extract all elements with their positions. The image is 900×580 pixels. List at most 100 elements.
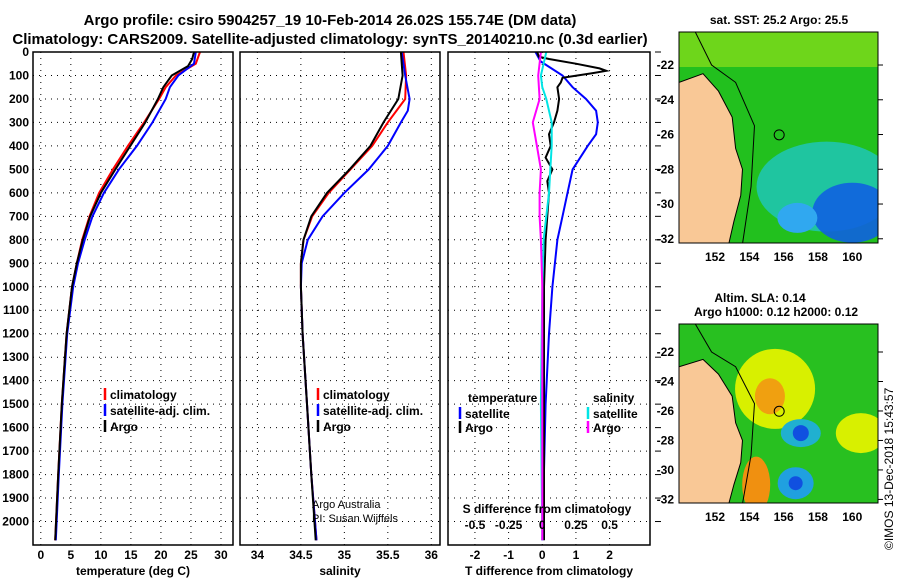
lat-tick-label: -28: [657, 433, 675, 447]
sst-map: -22 -24 -26 -28 -30 -32 152 154 156 158 160: [657, 31, 883, 264]
lon-tick-label: 156: [774, 510, 794, 524]
depth-tick-label: 1500: [2, 397, 29, 411]
depth-tick-label: 300: [9, 115, 29, 129]
lat-tick-label: -28: [657, 162, 675, 176]
series-satellite-adj-clim-: [299, 51, 411, 541]
title-line-2: Climatology: CARS2009. Satellite-adjuste…: [12, 31, 648, 48]
legend-title-temperature: temperature: [468, 391, 538, 405]
series-satellite-adj-clim-: [54, 51, 197, 541]
x-tick-label: 0: [37, 548, 44, 562]
legend-label: Argo: [593, 421, 621, 435]
x-tick-label: -1: [503, 548, 514, 562]
series-argo: [299, 51, 404, 541]
series-argo: [54, 51, 195, 541]
x-tick-label: 35: [338, 548, 352, 562]
depth-tick-label: 100: [9, 68, 29, 82]
argo-position-marker: [773, 405, 785, 417]
s-tick-label: -0.5: [465, 518, 486, 532]
annotation-text: PI: Susan Wijffels: [312, 513, 398, 525]
legend-title-salinity: salinity: [593, 391, 635, 405]
lat-tick-label: -30: [657, 197, 675, 211]
series-s-argo: [531, 51, 544, 541]
legend-label: satellite: [465, 407, 510, 421]
x-tick-label: 25: [184, 548, 198, 562]
sst-map-field: [679, 32, 878, 243]
lon-tick-label: 154: [739, 250, 759, 264]
title-line-1: Argo profile: csiro 5904257_19 10-Feb-20…: [83, 12, 577, 29]
lon-tick-label: 152: [705, 510, 725, 524]
lat-tick-label: -22: [657, 58, 675, 72]
sst-map-title: sat. SST: 25.2 Argo: 25.5: [710, 13, 849, 27]
lon-tick-label: 152: [705, 250, 725, 264]
panel-temperature: 0100200300400500600700800900100011001200…: [2, 45, 234, 578]
land-mass: [679, 73, 743, 243]
lat-tick-label: -30: [657, 463, 675, 477]
depth-tick-label: 1300: [2, 350, 29, 364]
s-tick-label: 0: [539, 518, 546, 532]
x-tick-label: 15: [124, 548, 138, 562]
x-tick-label: 34: [251, 548, 265, 562]
depth-tick-label: 1000: [2, 280, 29, 294]
x-axis-label: temperature (deg C): [76, 564, 190, 578]
lon-tick-label: 158: [808, 510, 828, 524]
lat-tick-label: -32: [657, 492, 675, 506]
legend-label: climatology: [323, 388, 390, 402]
depth-tick-label: 900: [9, 256, 29, 270]
legend-label: Argo: [323, 420, 351, 434]
sla-map-field: [679, 324, 878, 503]
lon-tick-label: 154: [739, 510, 759, 524]
depth-tick-label: 700: [9, 209, 29, 223]
x-tick-label: 1: [573, 548, 580, 562]
plot-frame: [239, 51, 441, 546]
depth-tick-label: 1200: [2, 327, 29, 341]
lat-tick-label: -24: [657, 374, 675, 388]
lon-tick-label: 156: [774, 250, 794, 264]
x-axis-label: salinity: [319, 564, 361, 578]
series-t-satellite: [534, 51, 599, 541]
depth-tick-label: 1800: [2, 468, 29, 482]
depth-tick-label: 1600: [2, 421, 29, 435]
plot-frame: [32, 51, 234, 546]
depth-tick-label: 1700: [2, 444, 29, 458]
x-tick-label: 34.5: [289, 548, 313, 562]
x-tick-label: 30: [214, 548, 228, 562]
x-tick-label: 20: [154, 548, 168, 562]
series-t-argo: [536, 51, 611, 541]
depth-tick-label: 500: [9, 162, 29, 176]
x-tick-label: -2: [470, 548, 481, 562]
depth-tick-label: 800: [9, 233, 29, 247]
s-axis-label: S difference from climatology: [463, 502, 632, 516]
depth-tick-label: 1100: [3, 303, 29, 317]
sla-map: -22 -24 -26 -28 -30 -32 152 154 156 158 160: [657, 323, 883, 524]
lat-tick-label: -32: [657, 232, 675, 246]
depth-tick-label: 400: [9, 139, 29, 153]
figure-title: Argo profile: csiro 5904257_19 10-Feb-20…: [0, 11, 660, 49]
depth-tick-label: 1400: [2, 374, 29, 388]
x-tick-label: 36: [425, 548, 439, 562]
bathymetry-contour: [694, 32, 755, 243]
legend-label: Argo: [465, 421, 493, 435]
depth-tick-label: 600: [9, 186, 29, 200]
depth-tick-label: 1900: [2, 491, 29, 505]
panel-salinity: 34 34.5 35 35.5 36 salinity climatology satelli…: [239, 51, 441, 578]
panel-difference: -2 -1 0 1 2 T difference from climatology temp…: [447, 51, 661, 578]
s-tick-label: 0.5: [601, 518, 618, 532]
lon-tick-label: 158: [808, 250, 828, 264]
timestamp: ©IMOS 13-Dec-2018 15:43:57: [882, 387, 896, 550]
lat-tick-label: -24: [657, 93, 675, 107]
x-axis-label: T difference from climatology: [465, 564, 633, 578]
series-climatology: [54, 51, 201, 541]
legend-label: satellite-adj. clim.: [323, 404, 423, 418]
depth-tick-label: 2000: [2, 515, 29, 529]
sla-map-title-1: Altim. SLA: 0.14: [714, 291, 806, 305]
x-tick-label: 2: [606, 548, 613, 562]
series-climatology: [299, 51, 408, 541]
lon-tick-label: 160: [842, 250, 862, 264]
lat-tick-label: -26: [657, 128, 675, 142]
annotation-text: Argo Australia: [312, 499, 381, 511]
map-frame: [678, 31, 879, 244]
x-tick-label: 10: [94, 548, 108, 562]
s-tick-label: 0.25: [564, 518, 588, 532]
lat-tick-label: -26: [657, 404, 675, 418]
